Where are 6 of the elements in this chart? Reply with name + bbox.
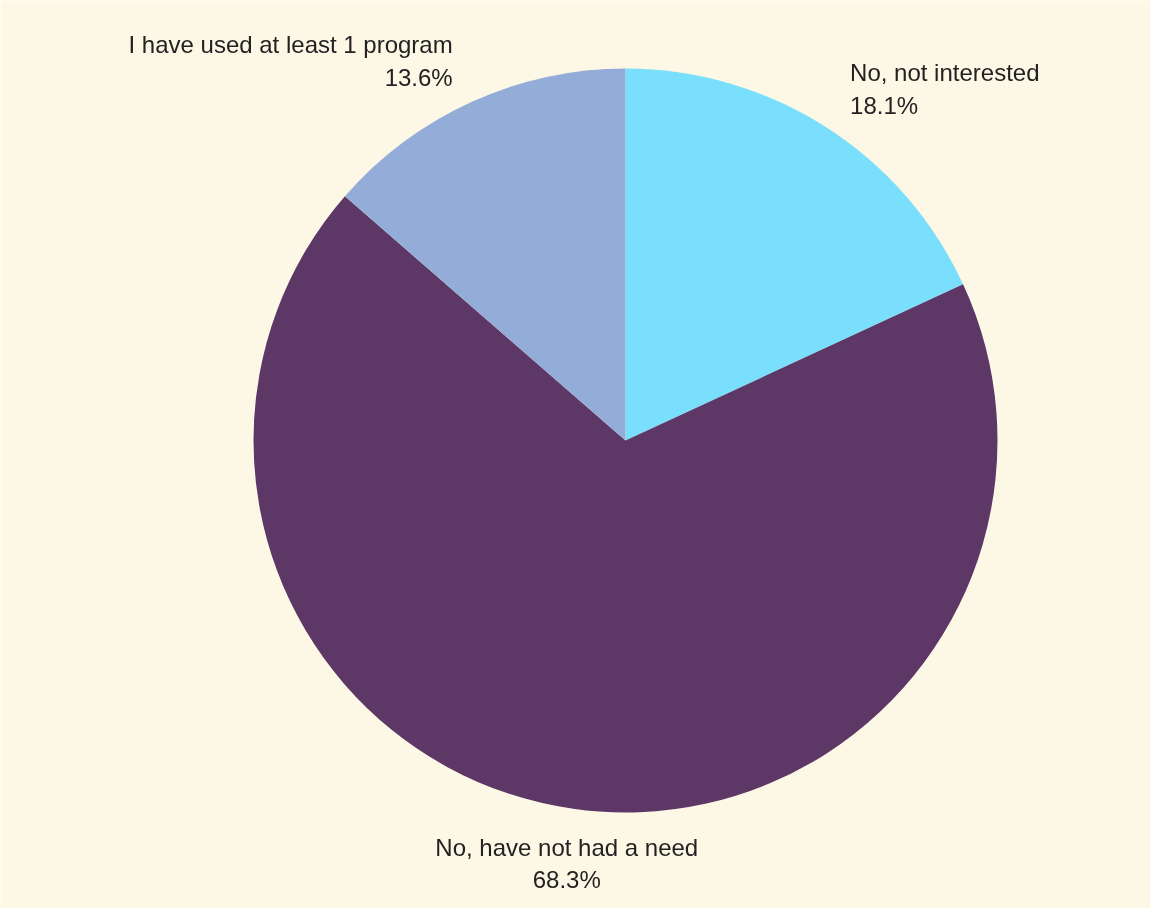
slice-label: I have used at least 1 program bbox=[128, 31, 453, 59]
data-label: 13.6% bbox=[384, 63, 453, 91]
slice-label: No, not interested bbox=[850, 59, 1040, 87]
data-label: 68.3% bbox=[532, 866, 601, 894]
data-label: 18.1% bbox=[850, 91, 919, 119]
slice-label: No, have not had a need bbox=[435, 833, 699, 861]
